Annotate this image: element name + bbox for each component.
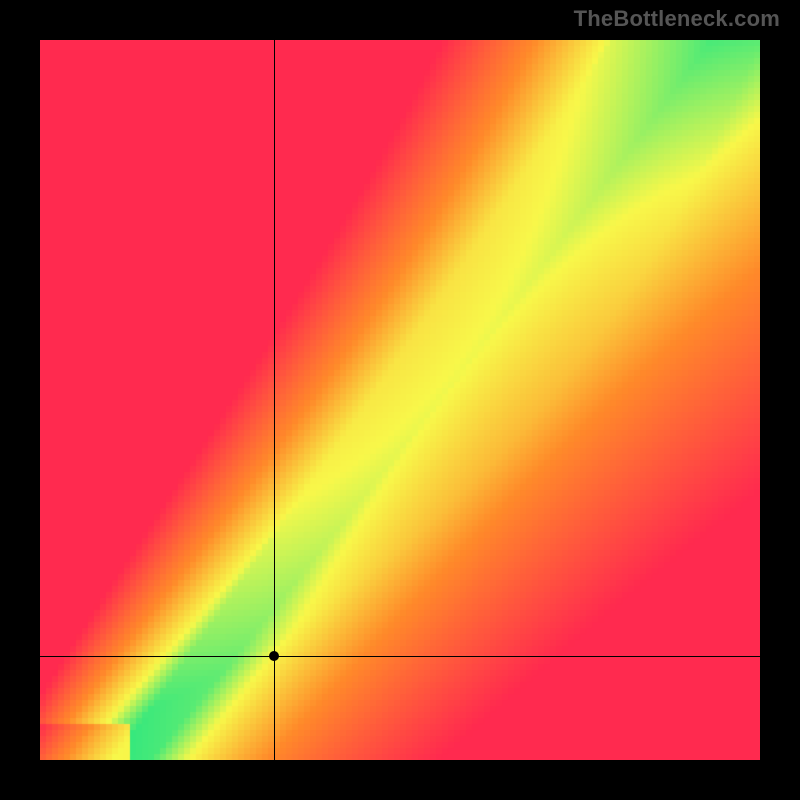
- crosshair-horizontal-line: [40, 656, 760, 657]
- crosshair-point-marker: [269, 651, 279, 661]
- watermark-label: TheBottleneck.com: [574, 6, 780, 32]
- heatmap-canvas: [40, 40, 760, 760]
- chart-container: TheBottleneck.com: [0, 0, 800, 800]
- heatmap-plot-area: [40, 40, 760, 760]
